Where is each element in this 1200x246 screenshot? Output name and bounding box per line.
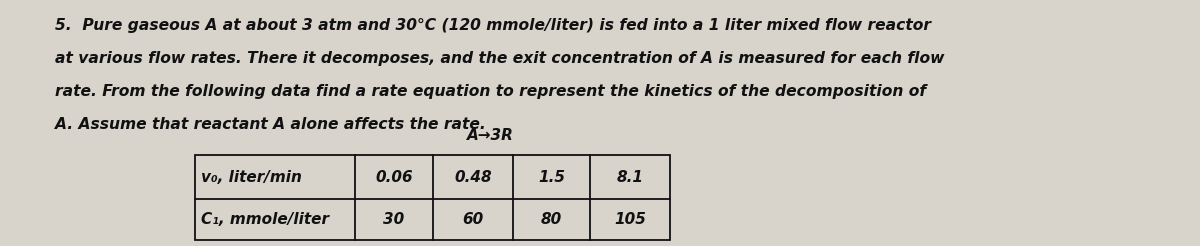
Text: 30: 30 — [383, 212, 404, 227]
Text: 0.06: 0.06 — [376, 169, 413, 184]
Text: C₁, mmole/liter: C₁, mmole/liter — [202, 212, 329, 227]
Text: A. Assume that reactant A alone affects the rate.: A. Assume that reactant A alone affects … — [55, 117, 486, 132]
Text: rate. From the following data find a rate equation to represent the kinetics of : rate. From the following data find a rat… — [55, 84, 926, 99]
Text: 0.48: 0.48 — [454, 169, 492, 184]
Text: A→3R: A→3R — [467, 128, 514, 143]
Text: at various flow rates. There it decomposes, and the exit concentration of A is m: at various flow rates. There it decompos… — [55, 51, 944, 66]
Text: 80: 80 — [541, 212, 562, 227]
Bar — [194, 155, 670, 240]
Text: 60: 60 — [462, 212, 484, 227]
Text: 5.  Pure gaseous A at about 3 atm and 30°C (120 mmole/liter) is fed into a 1 lit: 5. Pure gaseous A at about 3 atm and 30°… — [55, 18, 931, 33]
Text: 105: 105 — [614, 212, 646, 227]
Text: 1.5: 1.5 — [538, 169, 565, 184]
Text: v₀, liter/min: v₀, liter/min — [202, 169, 302, 184]
Text: 8.1: 8.1 — [617, 169, 643, 184]
